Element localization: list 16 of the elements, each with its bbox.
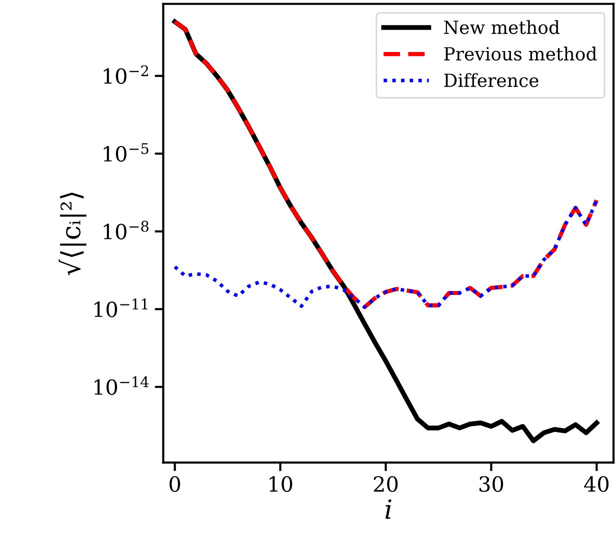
x-tick-label: 10 <box>270 476 292 492</box>
legend-label: Previous method <box>444 46 597 61</box>
x-tick-label: 0 <box>170 476 180 492</box>
legend-label: Difference <box>444 73 538 88</box>
x-tick-label: 20 <box>374 476 398 492</box>
y-tick-label: 10$^{−14}$ <box>94 376 149 395</box>
line-series <box>172 20 599 310</box>
y-tick-label: 10$^{−2}$ <box>104 65 148 84</box>
x-axis-title: i <box>386 499 392 519</box>
y-tick-label: 10$^{−5}$ <box>104 143 148 162</box>
y-tick-label: 10$^{−8}$ <box>104 220 149 240</box>
y-axis-title: √⟨|cᵢ|²⟩ <box>58 192 86 276</box>
legend-label: New method <box>444 20 560 34</box>
x-tick-label: 40 <box>584 476 609 492</box>
x-tick-label: 30 <box>480 476 504 492</box>
y-tick-label: 10$^{−11}$ <box>94 298 148 318</box>
